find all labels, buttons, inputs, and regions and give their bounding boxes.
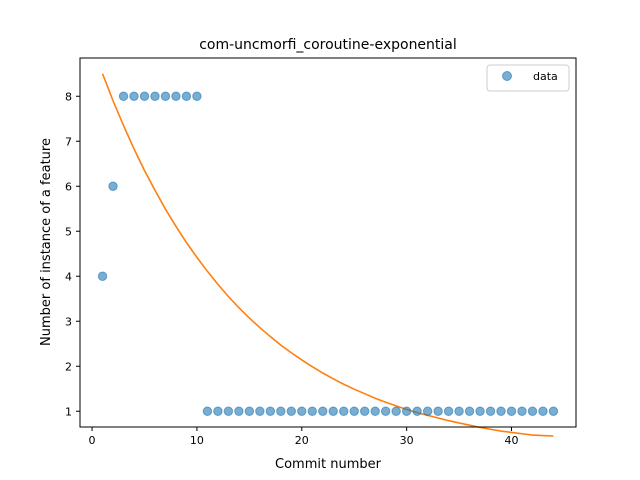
data-point-31 (412, 406, 422, 416)
data-point-42 (527, 406, 538, 416)
data-point-9 (181, 91, 192, 101)
data-point-38 (485, 406, 496, 416)
data-point-26 (360, 406, 370, 416)
data-point-21 (307, 406, 317, 416)
data-point-34 (443, 406, 454, 416)
data-point-32 (422, 406, 433, 416)
data-point-17 (265, 406, 276, 416)
y-tick-label-7: 7 (65, 135, 72, 148)
data-point-23 (328, 406, 338, 416)
data-point-6 (150, 91, 160, 101)
data-point-43 (538, 406, 548, 416)
data-point-29 (391, 406, 401, 416)
x-tick-label-40: 40 (505, 434, 519, 447)
data-point-7 (160, 91, 171, 101)
data-point-8 (171, 91, 181, 101)
x-tick-label-20: 20 (295, 434, 309, 447)
data-point-41 (517, 406, 527, 416)
data-point-27 (370, 406, 380, 416)
data-point-14 (234, 406, 244, 416)
data-point-1 (97, 271, 108, 281)
data-point-33 (433, 406, 443, 416)
data-point-25 (349, 406, 359, 416)
y-axis-label: Number of instance of a feature (39, 138, 54, 346)
y-tick-label-5: 5 (65, 225, 72, 238)
data-point-15 (244, 406, 255, 416)
data-point-11 (202, 406, 213, 416)
x-tick-label-10: 10 (190, 434, 204, 447)
data-point-39 (496, 406, 506, 416)
data-point-37 (475, 406, 485, 416)
data-point-36 (464, 406, 475, 416)
legend: data (486, 64, 570, 92)
data-point-13 (223, 406, 234, 416)
data-point-16 (255, 406, 265, 416)
axis-ticks: 0 10 20 30 40 1 2 3 4 5 6 7 8 (65, 90, 519, 447)
chart-title: com-uncmorfi_coroutine-exponential (199, 37, 457, 53)
legend-marker-data (502, 71, 512, 81)
data-point-44 (548, 406, 559, 416)
data-point-22 (318, 406, 328, 416)
data-point-5 (139, 91, 150, 101)
data-point-18 (276, 406, 286, 416)
y-tick-label-8: 8 (65, 90, 72, 103)
data-point-40 (506, 406, 517, 416)
data-point-24 (339, 406, 349, 416)
data-point-4 (129, 91, 139, 101)
data-point-3 (118, 91, 129, 101)
y-tick-label-1: 1 (65, 405, 72, 418)
y-tick-label-6: 6 (65, 180, 72, 193)
x-axis-label: Commit number (275, 457, 382, 472)
data-point-2 (108, 181, 118, 191)
x-tick-label-30: 30 (400, 434, 414, 447)
data-point-20 (297, 406, 307, 416)
data-point-19 (286, 406, 296, 416)
legend-label-data: data (533, 70, 558, 83)
x-tick-label-0: 0 (89, 434, 96, 447)
data-point-30 (401, 406, 412, 416)
y-tick-label-3: 3 (65, 315, 72, 328)
y-tick-label-4: 4 (65, 270, 72, 283)
y-tick-label-2: 2 (65, 360, 72, 373)
data-point-10 (192, 91, 202, 101)
data-point-28 (380, 406, 391, 416)
data-point-35 (454, 406, 464, 416)
data-point-12 (213, 406, 223, 416)
axes-frame (79, 57, 577, 428)
